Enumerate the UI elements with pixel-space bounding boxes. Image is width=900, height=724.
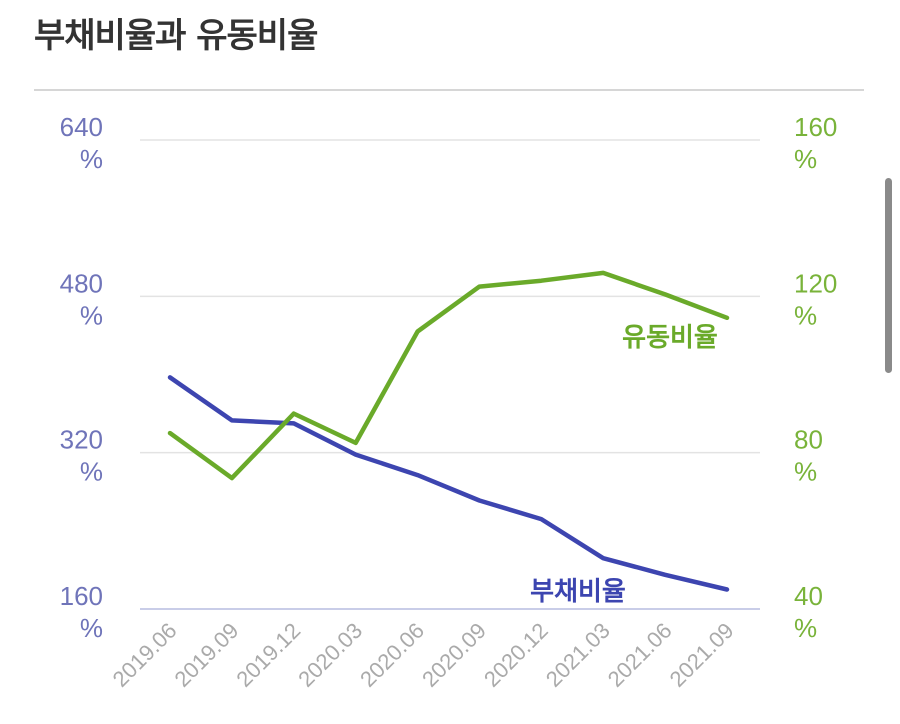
series-lines (167, 270, 730, 592)
x-tick-label: 2020.06 (355, 618, 429, 692)
right-axis-ticks: 160%120%80%40% (794, 112, 837, 643)
right-tick-unit: % (794, 300, 817, 330)
left-tick-unit: % (80, 457, 103, 487)
current-ratio-line (167, 270, 730, 481)
left-tick-unit: % (80, 300, 103, 330)
x-tick-label: 2020.12 (479, 618, 553, 692)
right-tick-unit: % (794, 144, 817, 174)
debt-ratio-line (167, 375, 730, 592)
gridlines (140, 139, 760, 610)
left-tick-value: 640 (60, 112, 103, 142)
right-tick-value: 40 (794, 581, 823, 611)
title-divider (34, 89, 864, 91)
x-tick-label: 2019.06 (108, 618, 182, 692)
left-tick-value: 160 (60, 581, 103, 611)
left-tick-unit: % (80, 144, 103, 174)
chart-title: 부채비율과 유동비율 (34, 16, 318, 56)
series-labels: 부채비율 유동비율 (530, 323, 718, 607)
left-tick-value: 480 (60, 268, 103, 298)
x-tick-label: 2020.03 (293, 618, 367, 692)
scrollbar[interactable] (885, 178, 892, 373)
left-tick-value: 320 (60, 425, 103, 455)
x-tick-label: 2020.09 (417, 618, 491, 692)
left-axis-ticks: 640%480%320%160% (60, 112, 103, 643)
x-tick-label: 2021.09 (665, 618, 739, 692)
right-tick-unit: % (794, 613, 817, 643)
right-tick-value: 80 (794, 425, 823, 455)
current-ratio-label: 유동비율 (622, 323, 718, 353)
x-tick-label: 2021.03 (541, 618, 615, 692)
x-tick-label: 2019.12 (231, 618, 305, 692)
right-tick-value: 120 (794, 268, 837, 298)
left-tick-unit: % (80, 613, 103, 643)
x-tick-label: 2019.09 (170, 618, 244, 692)
right-tick-unit: % (794, 457, 817, 487)
debt-ratio-label: 부채비율 (530, 577, 626, 607)
x-tick-label: 2021.06 (603, 618, 677, 692)
right-tick-value: 160 (794, 112, 837, 142)
x-axis-ticks: 2019.062019.092019.122020.032020.062020.… (108, 618, 739, 692)
